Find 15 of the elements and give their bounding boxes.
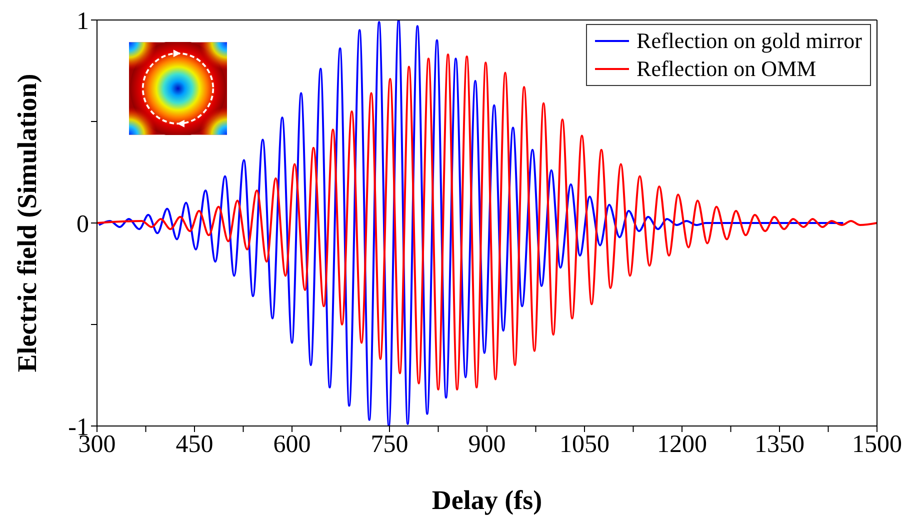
y-tick-label: 0: [76, 210, 89, 238]
x-tick-label: 1350: [754, 430, 804, 458]
legend-label: Reflection on OMM: [636, 55, 816, 83]
y-tick-label: 1: [76, 8, 89, 35]
line-series: [97, 54, 877, 390]
x-tick-label: 600: [273, 430, 311, 458]
x-tick-label: 750: [370, 430, 408, 458]
x-tick-label: 450: [176, 430, 214, 458]
y-axis-title: Electric field (Simulation): [12, 74, 42, 372]
x-axis-title: Delay (fs): [432, 485, 542, 515]
legend-label: Reflection on gold mirror: [636, 27, 862, 55]
x-tick-label: 900: [468, 430, 506, 458]
x-tick-label: 1200: [657, 430, 707, 458]
x-tick-label: 1500: [852, 430, 902, 458]
x-tick-label: 1050: [560, 430, 610, 458]
